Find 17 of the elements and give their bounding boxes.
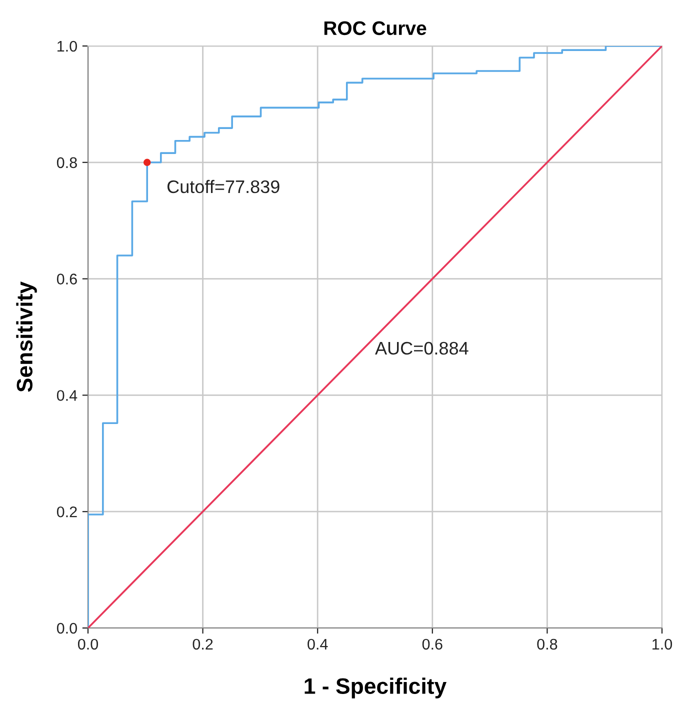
y-tick-label: 0.2	[56, 506, 77, 518]
x-tick-label: 0.6	[422, 638, 442, 650]
x-tick-label: 0.0	[78, 638, 98, 650]
x-tick-label: 1.0	[652, 638, 672, 650]
x-tick-label: 0.2	[192, 638, 213, 650]
x-tick-label: 0.8	[537, 638, 558, 650]
y-tick-label: 0.0	[56, 622, 77, 634]
y-tick-label: 0.6	[56, 274, 77, 284]
x-axis-title: 1 - Specificity	[304, 678, 447, 698]
y-tick-label: 0.4	[56, 390, 78, 401]
y-tick-label: 0.8	[56, 157, 77, 168]
annotation: AUC=0.884	[375, 342, 468, 355]
chart-title: ROC Curve	[324, 21, 426, 36]
x-tick-label: 0.4	[308, 638, 328, 650]
annotation: Cutoff=77.839	[167, 180, 280, 194]
y-axis-title: Sensitivity	[16, 282, 37, 392]
y-tick-label: 1.0	[58, 40, 77, 52]
